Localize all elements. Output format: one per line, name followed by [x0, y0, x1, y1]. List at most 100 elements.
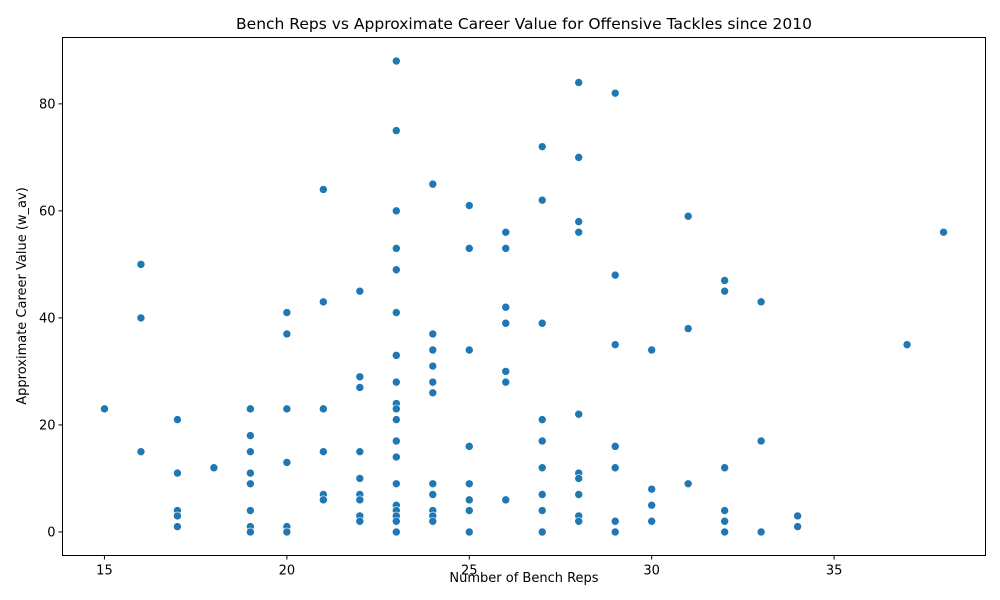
y-tick-label: 80: [39, 97, 56, 112]
data-point: [136, 313, 146, 323]
data-point: [464, 527, 474, 537]
data-point: [428, 516, 438, 526]
x-tick-label: 25: [461, 564, 478, 579]
data-point: [501, 377, 511, 387]
data-point: [501, 367, 511, 376]
data-point: [610, 516, 620, 526]
data-point: [319, 297, 328, 307]
data-point: [647, 516, 656, 526]
y-tick-label: 40: [39, 311, 56, 326]
data-point: [392, 415, 401, 424]
data-point: [537, 463, 547, 473]
data-point: [501, 318, 511, 328]
data-point: [392, 265, 401, 275]
data-point: [610, 527, 620, 537]
data-point: [720, 527, 729, 537]
data-point: [355, 383, 365, 392]
data-point: [173, 511, 182, 521]
data-point: [501, 495, 511, 505]
data-point: [392, 404, 401, 414]
data-point: [355, 286, 365, 296]
data-point: [610, 88, 620, 98]
y-tick-label: 60: [39, 204, 56, 219]
data-point: [428, 361, 438, 371]
data-point: [501, 227, 511, 237]
data-point: [683, 211, 693, 221]
data-point: [392, 56, 401, 66]
data-point: [574, 217, 584, 226]
data-point: [464, 495, 474, 505]
data-point: [319, 185, 328, 194]
data-point: [282, 404, 292, 414]
data-point: [574, 490, 584, 499]
data-point: [392, 479, 401, 489]
data-point: [720, 516, 729, 526]
data-point: [537, 436, 547, 446]
data-point: [537, 527, 547, 537]
y-tick-label: 0: [47, 525, 55, 540]
data-point: [246, 479, 255, 489]
data-point: [355, 447, 365, 456]
data-point: [574, 516, 584, 526]
data-point: [319, 495, 328, 505]
data-point: [793, 511, 802, 521]
data-point: [392, 308, 401, 317]
data-point: [136, 260, 146, 269]
data-point: [574, 153, 584, 162]
data-point: [501, 302, 511, 312]
plot-frame: [62, 37, 986, 556]
data-point: [282, 527, 292, 537]
data-point: [100, 404, 109, 414]
data-point: [537, 142, 547, 151]
data-point: [464, 479, 474, 489]
data-point: [683, 479, 693, 489]
data-point: [610, 463, 620, 473]
data-point: [392, 516, 401, 526]
data-point: [392, 527, 401, 537]
data-point: [246, 404, 255, 414]
x-tick-label: 30: [643, 564, 660, 579]
data-point: [282, 308, 292, 317]
data-point: [610, 270, 620, 280]
data-point: [574, 78, 584, 87]
data-point: [537, 490, 547, 499]
data-point: [173, 415, 182, 424]
axis-ticks: 15 20 25 30 35 0 20 40 60 80: [39, 97, 842, 578]
data-point: [574, 227, 584, 237]
data-point: [537, 506, 547, 515]
data-point: [173, 468, 182, 478]
data-point: [464, 345, 474, 355]
data-point: [647, 345, 656, 355]
data-point: [392, 377, 401, 387]
data-point: [209, 463, 219, 473]
x-tick-label: 20: [279, 564, 296, 579]
data-point: [464, 201, 474, 210]
data-point: [683, 324, 693, 333]
data-point: [392, 206, 401, 216]
chart-title: Bench Reps vs Approximate Career Value f…: [236, 15, 812, 33]
data-point: [392, 126, 401, 135]
data-point: [392, 452, 401, 462]
data-point: [428, 345, 438, 355]
data-point: [355, 516, 365, 526]
data-point: [246, 447, 255, 456]
data-point: [501, 244, 511, 253]
data-point: [246, 506, 255, 515]
data-point: [720, 286, 729, 296]
data-point: [902, 340, 912, 349]
data-point: [282, 329, 292, 339]
data-point: [136, 447, 146, 456]
data-point: [647, 500, 656, 510]
data-point: [355, 495, 365, 505]
data-point: [246, 527, 255, 537]
data-point: [319, 404, 328, 414]
data-point: [610, 442, 620, 451]
data-point: [428, 179, 438, 189]
data-point: [756, 436, 766, 446]
data-point: [537, 415, 547, 424]
data-point: [756, 297, 766, 307]
x-axis-label: Number of Bench Reps: [449, 571, 598, 586]
x-tick-label: 15: [96, 564, 113, 579]
data-point: [428, 377, 438, 387]
